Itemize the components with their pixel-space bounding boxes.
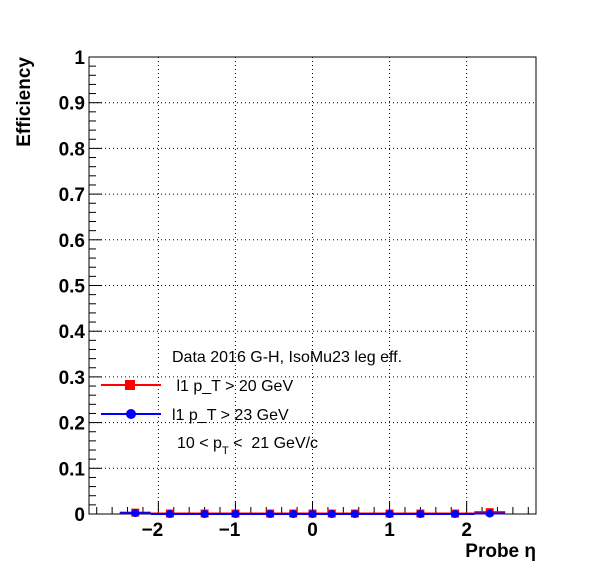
data-point (165, 510, 174, 518)
y-tick-label: 0.4 (59, 322, 86, 343)
x-tick-label: 1 (384, 520, 395, 541)
legend-footer-suffix: < 21 GeV/c (229, 435, 318, 452)
y-axis-title: Efficiency (14, 57, 35, 147)
data-point (350, 510, 359, 518)
series-layer (119, 508, 506, 518)
y-tick-label: 0.3 (59, 368, 85, 389)
data-point (231, 510, 240, 518)
legend-marker-series-1 (125, 380, 135, 390)
legend-label-series-1: l1 p_T > 20 GeV (172, 378, 293, 395)
legend-marker-series-2 (126, 409, 136, 419)
data-point (266, 510, 275, 518)
legend-footer-subscript: T (222, 445, 229, 457)
data-point (200, 510, 209, 518)
legend-header: Data 2016 G-H, IsoMu23 leg eff. (172, 349, 402, 366)
axes: 0 0.1 0.2 0.3 0.4 0.5 0.6 0.7 0.8 0.9 1 −2 −1 0 1 2 (59, 48, 529, 541)
legend: Data 2016 G-H, IsoMu23 leg eff. l1 p_T >… (101, 349, 402, 457)
x-tick-label: −2 (142, 520, 164, 541)
series-2 (119, 509, 506, 518)
data-point (289, 510, 298, 518)
y-tick-label: 0.5 (59, 277, 86, 298)
data-point (308, 510, 317, 518)
x-tick-label: 2 (461, 520, 472, 541)
data-point (485, 509, 494, 518)
legend-footer: 10 < pT < 21 GeV/c (177, 435, 318, 457)
data-point (416, 510, 425, 518)
grid (89, 57, 536, 514)
y-tick-label: 0.7 (59, 185, 85, 206)
x-tick-label: 0 (307, 520, 318, 541)
data-point (131, 509, 140, 518)
y-tick-label: 0.9 (59, 94, 85, 115)
data-point (327, 510, 336, 518)
y-tick-label: 0.1 (59, 459, 86, 480)
y-tick-label: 0.2 (59, 414, 85, 435)
y-tick-label: 0.6 (59, 231, 85, 252)
legend-label-series-2: l1 p_T > 23 GeV (172, 407, 289, 424)
y-tick-label: 0.8 (59, 139, 85, 160)
x-tick-label: −1 (219, 520, 241, 541)
legend-footer-prefix: 10 < p (177, 435, 222, 452)
x-axis-title: Probe η (465, 541, 536, 562)
y-tick-label: 1 (74, 48, 85, 69)
data-point (385, 510, 394, 518)
data-point (451, 510, 460, 518)
y-tick-label: 0 (74, 505, 85, 526)
